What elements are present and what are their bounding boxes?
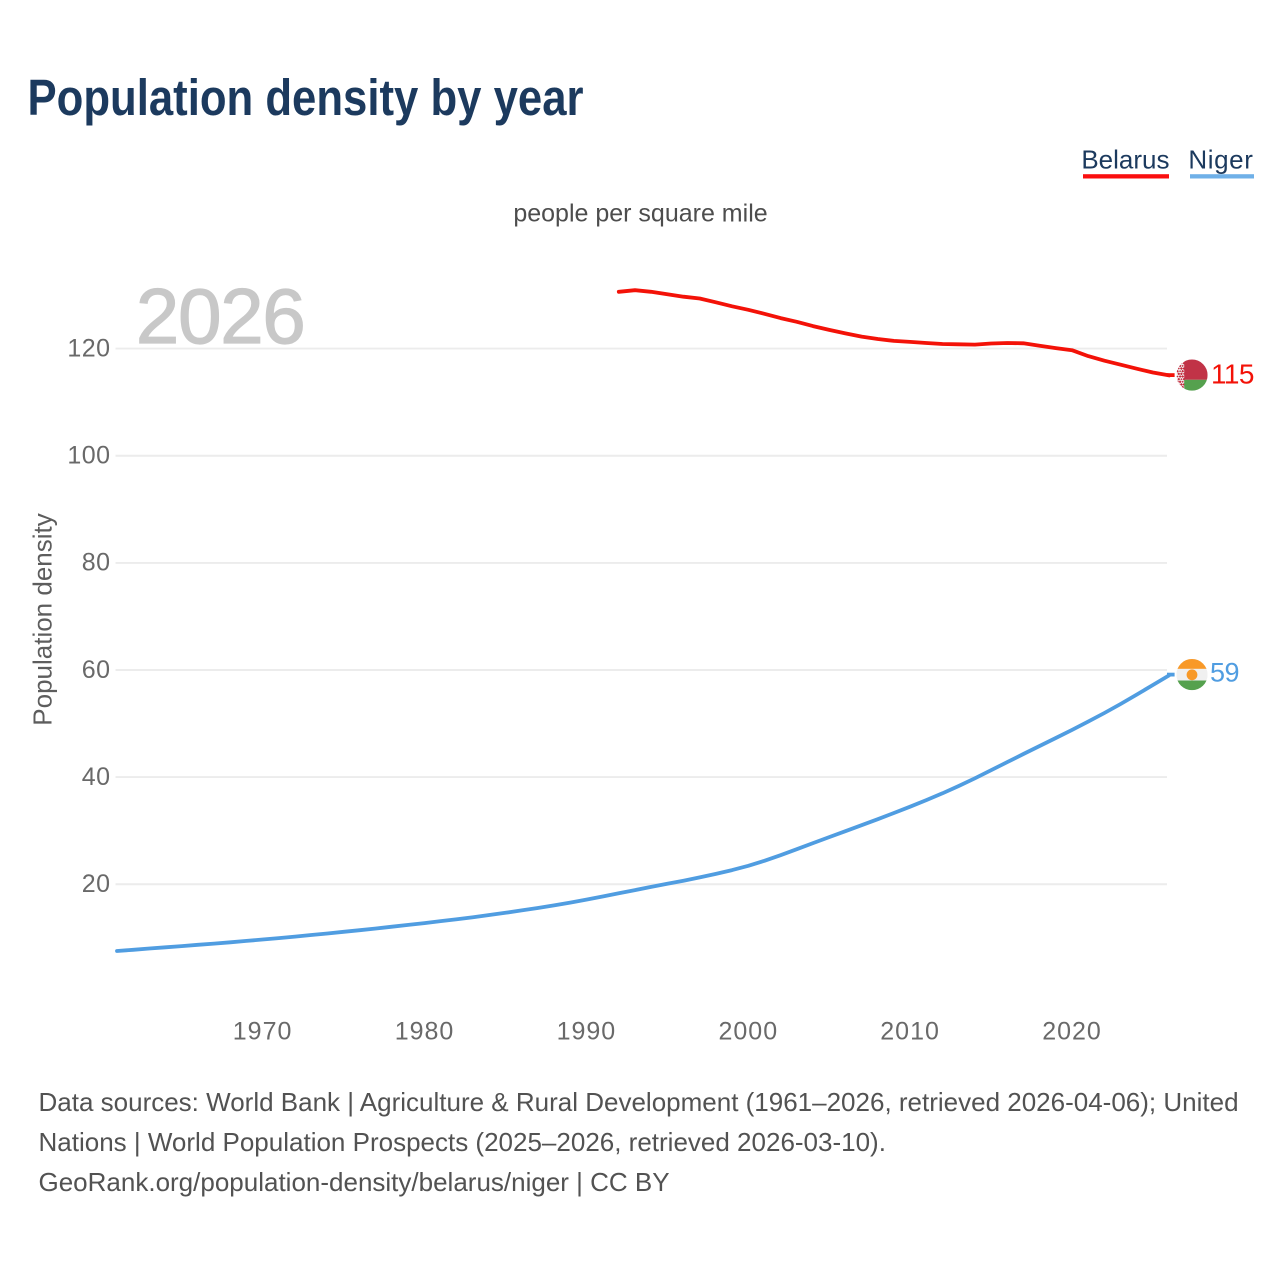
svg-text:60: 60 — [82, 656, 111, 684]
svg-text:2020: 2020 — [1042, 1018, 1102, 1046]
svg-text:Population density by year: Population density by year — [28, 69, 584, 126]
svg-text:120: 120 — [67, 334, 110, 362]
svg-text:GeoRank.org/population-density: GeoRank.org/population-density/belarus/n… — [39, 1167, 670, 1197]
svg-text:80: 80 — [82, 549, 111, 577]
svg-text:2026: 2026 — [136, 272, 305, 360]
svg-text:2010: 2010 — [880, 1018, 940, 1046]
svg-text:people per square mile: people per square mile — [513, 199, 767, 227]
svg-text:100: 100 — [67, 442, 110, 470]
svg-text:Belarus: Belarus — [1081, 145, 1169, 175]
svg-text:1970: 1970 — [233, 1018, 293, 1046]
svg-text:1980: 1980 — [395, 1018, 455, 1046]
svg-text:20: 20 — [82, 870, 111, 898]
svg-text:2000: 2000 — [718, 1018, 778, 1046]
svg-text:Population density: Population density — [28, 513, 58, 725]
svg-text:Niger: Niger — [1188, 145, 1253, 175]
svg-text:Nations | World Population Pro: Nations | World Population Prospects (20… — [39, 1127, 886, 1157]
svg-text:40: 40 — [82, 763, 111, 791]
svg-text:1990: 1990 — [557, 1018, 617, 1046]
svg-text:Data sources: World Bank | Agr: Data sources: World Bank | Agriculture &… — [39, 1087, 1239, 1117]
svg-text:115: 115 — [1211, 358, 1254, 389]
svg-text:59: 59 — [1210, 658, 1239, 688]
